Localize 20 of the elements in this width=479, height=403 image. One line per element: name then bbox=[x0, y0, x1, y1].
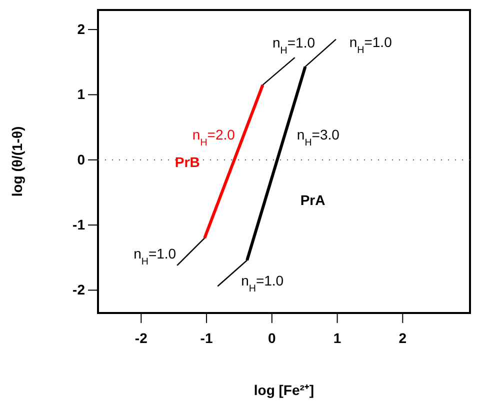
y-axis-title: log (θ/(1-θ) bbox=[9, 126, 25, 197]
y-tick-label: 0 bbox=[77, 151, 86, 168]
annotation: n$_{H}$=3.0 bbox=[296, 126, 340, 148]
annotation: n$_{H}$=1.0 bbox=[272, 34, 316, 56]
x-tick-label: 1 bbox=[333, 330, 342, 346]
y-tick-label: 2 bbox=[77, 21, 86, 38]
text: PrA bbox=[300, 192, 326, 208]
x-tick-label: 2 bbox=[398, 330, 407, 346]
y-tick-label: -2 bbox=[72, 282, 86, 298]
annotation: n$_{H}$=1.0 bbox=[349, 34, 392, 56]
x-axis-title: log [Fe²⁺] bbox=[254, 382, 314, 398]
x-tick-label: 0 bbox=[268, 330, 276, 346]
x-tick-label: -2 bbox=[134, 330, 148, 346]
annotation: n$_{H}$=1.0 bbox=[241, 272, 284, 294]
annotation: n$_{H}$=1.0 bbox=[134, 246, 176, 268]
text: PrB bbox=[174, 154, 200, 170]
y-tick-label: -1 bbox=[72, 216, 86, 233]
x-tick-label: -1 bbox=[200, 330, 213, 346]
annotation: n$_{H}$=2.0 bbox=[192, 126, 236, 148]
y-tick-label: 1 bbox=[77, 86, 86, 102]
